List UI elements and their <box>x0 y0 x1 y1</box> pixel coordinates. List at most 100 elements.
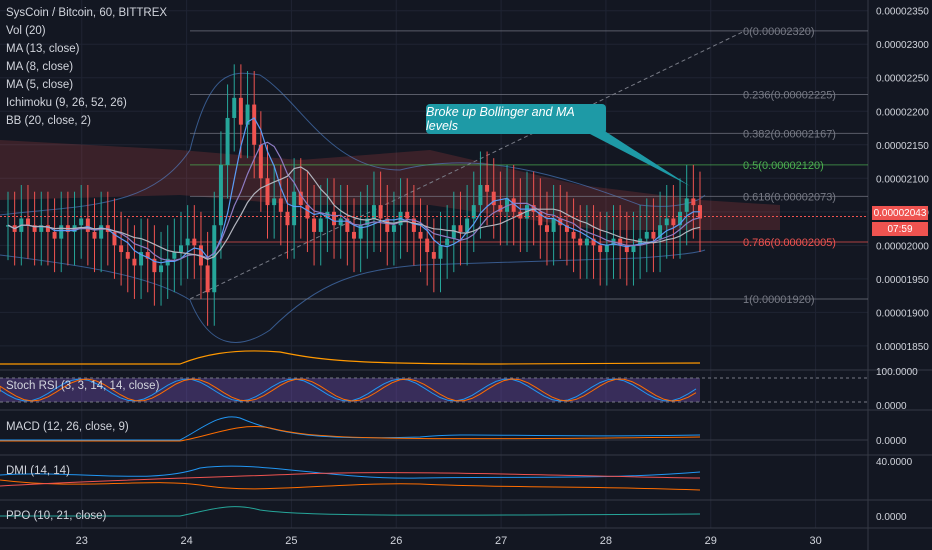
fib-label: 0.5(0.00002120) <box>743 160 824 172</box>
x-tick-label: 30 <box>809 535 821 547</box>
candle-body <box>92 231 97 239</box>
candle-body <box>205 265 210 293</box>
candle-body <box>212 225 217 293</box>
candle-body <box>505 198 510 212</box>
candle-body <box>664 218 669 226</box>
candle-body <box>85 218 90 232</box>
candle-body <box>485 185 490 192</box>
countdown-tag: 07:59 <box>872 222 928 236</box>
candle-body <box>119 245 124 253</box>
candle-body <box>498 205 503 212</box>
y-tick-label: 0.00001950 <box>876 275 929 286</box>
candle-body <box>538 211 543 226</box>
candle-body <box>39 225 44 232</box>
candle-body <box>465 218 470 232</box>
ma-line-8 <box>7 141 701 261</box>
annotation-callout[interactable]: Broke up Bollinger and MA levels <box>426 104 606 134</box>
candle-body <box>478 185 483 206</box>
candle-body <box>172 252 177 259</box>
bb-upper <box>0 72 706 216</box>
fib-label: 0.236(0.00002225) <box>743 90 836 102</box>
candle-body <box>312 218 317 232</box>
candle-body <box>671 218 676 226</box>
candle-body <box>458 225 463 232</box>
stoch-tick-0: 0.0000 <box>876 401 907 412</box>
study-ichimoku[interactable]: Ichimoku (9, 26, 52, 26) <box>6 97 127 109</box>
ppo-tick: 0.0000 <box>876 512 907 523</box>
study-ma8[interactable]: MA (8, close) <box>6 61 74 73</box>
x-tick-label: 27 <box>495 535 507 547</box>
candle-body <box>218 164 223 226</box>
candle-body <box>491 191 496 206</box>
candle-body <box>238 97 243 125</box>
candle-body <box>52 231 57 239</box>
study-bb[interactable]: BB (20, close, 2) <box>6 115 92 127</box>
candle-body <box>371 205 376 219</box>
stoch-rsi-label[interactable]: Stoch RSI (3, 3, 14, 14, close) <box>6 380 160 392</box>
dmi-label[interactable]: DMI (14, 14) <box>6 465 70 477</box>
x-tick-label: 29 <box>705 535 717 547</box>
candle-body <box>578 238 583 246</box>
candle-body <box>132 258 137 266</box>
dmi-adx <box>0 472 701 487</box>
dmi-minus <box>0 479 701 491</box>
fib-label: 0(0.00002320) <box>743 26 815 38</box>
candle-body <box>531 205 536 212</box>
x-tick-label: 25 <box>285 535 297 547</box>
candle-body <box>691 198 696 206</box>
candle-body <box>345 218 350 232</box>
y-tick-label: 0.00002000 <box>876 241 929 252</box>
candle-body <box>112 231 117 246</box>
symbol-title[interactable]: SysCoin / Bitcoin, 60, BITTREX <box>6 7 168 19</box>
candle-body <box>325 211 330 219</box>
y-tick-label: 0.00002350 <box>876 7 929 18</box>
candle-body <box>591 238 596 246</box>
stoch-d <box>0 378 697 402</box>
candle-body <box>584 238 589 246</box>
candle-body <box>338 218 343 226</box>
candle-body <box>471 205 476 219</box>
fib-trendline <box>189 30 746 300</box>
candle-body <box>571 231 576 239</box>
candle-body <box>159 265 164 273</box>
candle-body <box>25 218 30 226</box>
y-tick-label: 0.00002250 <box>876 74 929 85</box>
bb-lower <box>0 249 706 343</box>
study-ma13[interactable]: MA (13, close) <box>6 43 80 55</box>
candle-body <box>378 205 383 219</box>
dmi-plus <box>0 465 701 479</box>
candle-body <box>305 205 310 219</box>
ma-line-13 <box>7 166 701 260</box>
candle-body <box>245 104 250 125</box>
candle-body <box>99 225 104 239</box>
candle-body <box>604 245 609 253</box>
x-tick-label: 23 <box>76 535 88 547</box>
study-ma5[interactable]: MA (5, close) <box>6 79 74 91</box>
candle-body <box>332 211 337 226</box>
y-tick-label: 0.00001900 <box>876 308 929 319</box>
candle-body <box>265 178 270 206</box>
fib-label: 0.786(0.00002005) <box>743 237 836 249</box>
callout-pointer <box>590 128 690 186</box>
candle-body <box>298 191 303 206</box>
y-tick-label: 0.00002150 <box>876 141 929 152</box>
candle-body <box>152 258 157 273</box>
study-vol[interactable]: Vol (20) <box>6 25 46 37</box>
candle-body <box>451 225 456 239</box>
study-legend: SysCoin / Bitcoin, 60, BITTREX Vol (20) … <box>6 4 167 130</box>
candle-body <box>551 218 556 232</box>
candle-body <box>418 231 423 239</box>
candle-body <box>165 258 170 266</box>
fib-label: 0.382(0.00002167) <box>743 128 836 140</box>
dmi-tick: 40.0000 <box>876 457 913 468</box>
macd-label[interactable]: MACD (12, 26, close, 9) <box>6 421 129 433</box>
candle-body <box>445 238 450 246</box>
candle-body <box>185 238 190 246</box>
fib-label: 0.618(0.00002073) <box>743 191 836 203</box>
candle-body <box>511 198 516 212</box>
ppo-label[interactable]: PPO (10, 21, close) <box>6 510 107 522</box>
candle-body <box>631 245 636 253</box>
candle-body <box>6 225 10 227</box>
